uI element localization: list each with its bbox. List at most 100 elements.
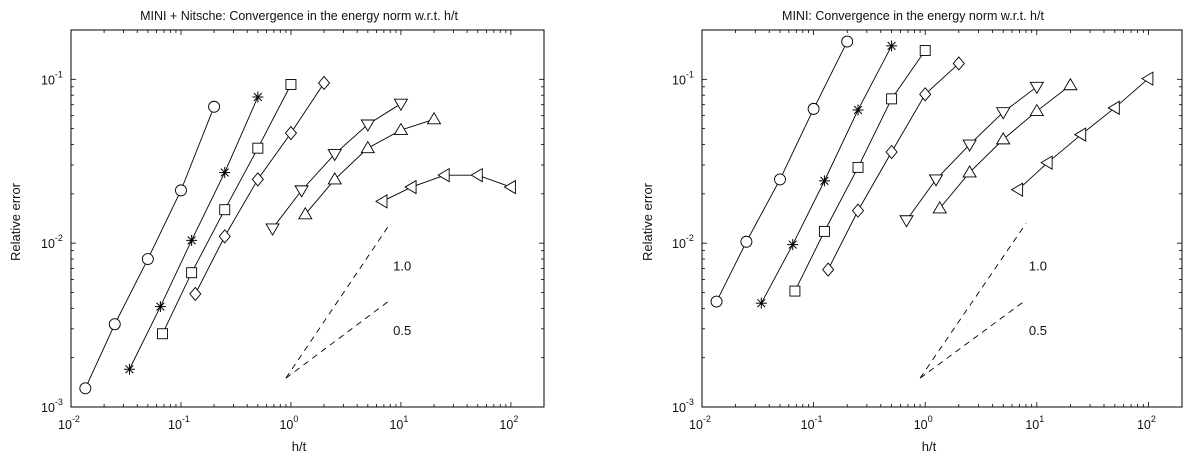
data-point-circle <box>141 253 154 265</box>
y-tick-label: 10-3 <box>672 397 694 415</box>
plot-area <box>701 29 1183 408</box>
data-point-triangle-down <box>360 119 376 132</box>
x-tick-label: 102 <box>1137 414 1156 432</box>
data-point-square <box>886 93 898 105</box>
series-line <box>939 84 1071 209</box>
data-point-triangle-left <box>1010 182 1024 197</box>
data-point-square <box>818 225 830 237</box>
axis-ticks <box>70 29 545 408</box>
x-tick-label: 10-1 <box>168 414 190 432</box>
data-point-circle <box>841 35 854 48</box>
data-point-triangle-up <box>393 122 409 136</box>
data-point-asterisk <box>852 104 864 116</box>
data-point-diamond <box>952 56 965 71</box>
data-point-diamond <box>218 229 231 244</box>
data-point-square <box>285 79 297 90</box>
asterisk-stroke <box>757 298 766 308</box>
series-triangle-left <box>1010 71 1154 197</box>
data-point-circle <box>175 184 187 197</box>
asterisk-stroke <box>820 176 829 186</box>
data-point-circle <box>108 318 121 331</box>
data-point-square <box>252 142 264 154</box>
data-point-triangle-down <box>899 215 914 228</box>
slope-label: 1.0 <box>393 259 411 274</box>
data-point-triangle-down <box>265 223 280 236</box>
data-point-diamond <box>919 87 932 102</box>
x-tick-label: 100 <box>914 414 933 432</box>
series-square <box>157 79 297 340</box>
slope-reference-line <box>285 299 391 379</box>
series-line <box>84 106 215 389</box>
data-point-triangle-up <box>962 165 977 178</box>
data-point-circle <box>740 235 753 248</box>
data-point-asterisk <box>252 91 264 103</box>
plot-area <box>70 29 545 408</box>
data-point-triangle-left <box>437 167 450 183</box>
data-point-triangle-down <box>393 98 409 112</box>
data-point-square <box>852 161 864 173</box>
series-circle <box>79 100 221 395</box>
slope-label: 1.0 <box>1029 259 1047 274</box>
data-point-diamond <box>251 172 264 187</box>
asterisk-stroke <box>187 236 196 245</box>
slope-label: 0.5 <box>1029 323 1047 338</box>
slope-reference-line <box>919 223 1027 379</box>
plot-contents <box>710 35 1154 379</box>
data-point-circle <box>79 382 92 395</box>
data-point-triangle-left <box>1073 127 1087 142</box>
x-tick-label: 101 <box>1025 414 1044 432</box>
data-point-triangle-left <box>375 194 388 209</box>
chart-title: MINI + Nitsche: Convergence in the energ… <box>140 9 458 23</box>
y-tick-label: 10-1 <box>41 69 63 87</box>
data-point-triangle-down <box>995 107 1011 120</box>
y-tick-label: 10-2 <box>672 233 694 251</box>
y-axis-label: Relative error <box>8 182 23 261</box>
series-triangle-up <box>297 111 442 220</box>
asterisk-stroke <box>788 240 797 249</box>
asterisk-stroke <box>220 168 229 177</box>
y-tick-label: 10-3 <box>41 397 63 415</box>
data-point-square <box>789 285 801 297</box>
series-triangle-down <box>899 81 1045 228</box>
series-triangle-down <box>265 98 409 236</box>
series-square <box>789 45 931 297</box>
series-line <box>906 86 1038 221</box>
data-point-circle <box>208 100 221 113</box>
asterisk-stroke <box>253 92 263 102</box>
series-triangle-up <box>932 77 1078 214</box>
data-point-triangle-up <box>297 206 313 220</box>
data-point-asterisk <box>886 40 898 52</box>
series-line <box>272 103 402 229</box>
series-diamond <box>822 56 965 277</box>
data-point-triangle-down <box>327 149 342 162</box>
asterisk-stroke <box>887 41 896 51</box>
data-point-asterisk <box>154 301 166 313</box>
data-point-circle <box>774 173 786 186</box>
x-axis-label: h/t <box>922 439 937 454</box>
data-point-triangle-up <box>426 111 442 125</box>
slope-reference-line <box>285 223 391 379</box>
data-point-diamond <box>189 286 202 302</box>
data-point-triangle-left <box>404 179 417 195</box>
series-asterisk <box>123 91 264 375</box>
data-point-triangle-left <box>1141 71 1154 86</box>
data-point-triangle-left <box>1040 155 1053 170</box>
data-point-triangle-left <box>470 167 483 183</box>
data-point-triangle-up <box>360 140 376 154</box>
data-point-diamond <box>284 125 298 141</box>
data-point-diamond <box>317 75 331 91</box>
x-tick-label: 10-1 <box>801 414 823 432</box>
data-point-diamond <box>822 262 835 277</box>
x-tick-label: 10-2 <box>689 414 711 432</box>
x-tick-label: 100 <box>279 414 298 432</box>
data-point-diamond <box>851 203 865 218</box>
plot-contents <box>79 75 516 395</box>
data-point-triangle-down <box>962 139 977 152</box>
data-point-square <box>157 328 169 340</box>
series-circle <box>710 35 854 308</box>
data-point-triangle-down <box>928 174 944 187</box>
data-point-square <box>186 267 198 279</box>
data-point-triangle-up <box>1029 103 1045 117</box>
slope-reference-line <box>919 299 1027 379</box>
data-point-asterisk <box>186 234 198 246</box>
